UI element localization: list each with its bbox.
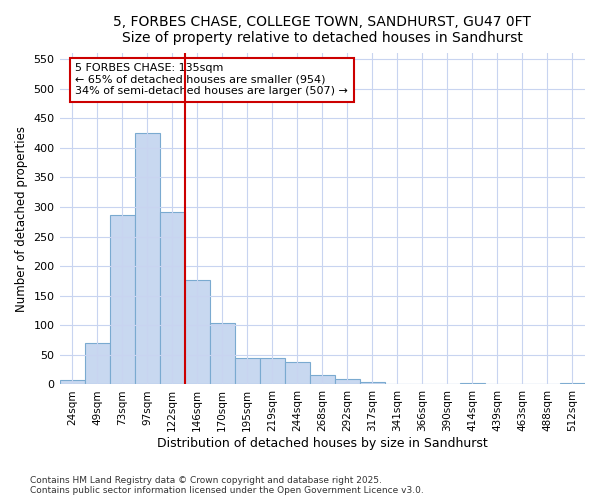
Title: 5, FORBES CHASE, COLLEGE TOWN, SANDHURST, GU47 0FT
Size of property relative to : 5, FORBES CHASE, COLLEGE TOWN, SANDHURST… [113, 15, 531, 45]
Bar [235, 358, 260, 384]
Bar [360, 382, 385, 384]
Bar [85, 343, 110, 384]
Bar [285, 362, 310, 384]
Bar [460, 382, 485, 384]
Bar [260, 358, 285, 384]
Bar [134, 133, 160, 384]
Bar [160, 212, 185, 384]
Y-axis label: Number of detached properties: Number of detached properties [15, 126, 28, 312]
Bar [110, 214, 134, 384]
Text: 5 FORBES CHASE: 135sqm
← 65% of detached houses are smaller (954)
34% of semi-de: 5 FORBES CHASE: 135sqm ← 65% of detached… [76, 63, 348, 96]
Bar [185, 280, 209, 384]
Bar [59, 380, 85, 384]
Bar [310, 375, 335, 384]
X-axis label: Distribution of detached houses by size in Sandhurst: Distribution of detached houses by size … [157, 437, 488, 450]
Text: Contains HM Land Registry data © Crown copyright and database right 2025.
Contai: Contains HM Land Registry data © Crown c… [30, 476, 424, 495]
Bar [209, 323, 235, 384]
Bar [335, 379, 360, 384]
